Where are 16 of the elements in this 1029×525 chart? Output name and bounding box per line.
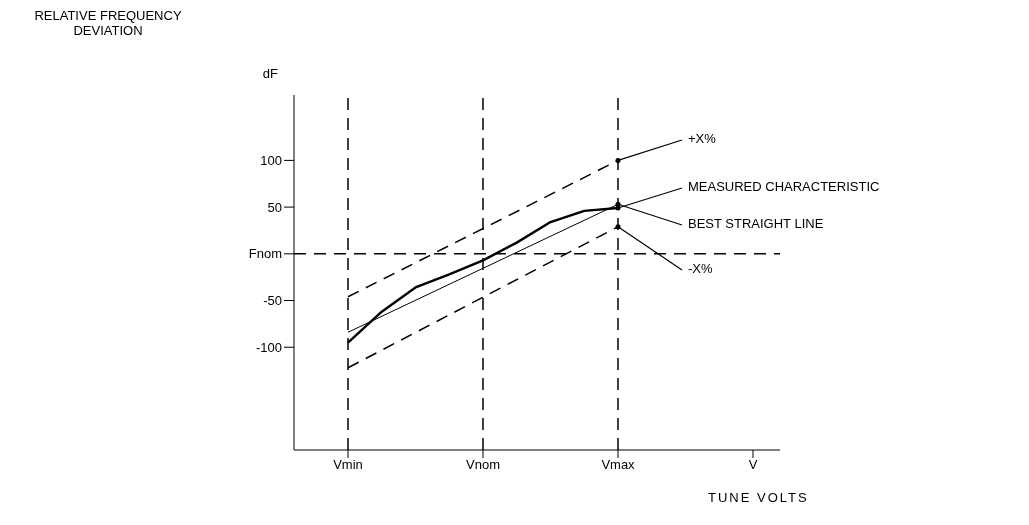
text: RELATIVE FREQUENCY DEVIATION bbox=[33, 8, 183, 38]
annotation: MEASURED CHARACTERISTIC bbox=[688, 179, 880, 195]
annotation: +X% bbox=[688, 131, 717, 147]
x-tick-label: Vnom bbox=[466, 457, 500, 473]
x-tick-label: Vmin bbox=[333, 457, 363, 473]
y-tick-label: 100 bbox=[260, 153, 282, 169]
y-tick-label: -50 bbox=[263, 293, 282, 309]
x-tick-label: V bbox=[748, 457, 758, 473]
y-tick-label: Fnom bbox=[248, 246, 282, 262]
y-tick-label: -100 bbox=[255, 339, 282, 355]
x-axis-title: TUNE VOLTS bbox=[708, 490, 809, 505]
annotation: -X% bbox=[688, 261, 713, 277]
x-tick-label: Vmax bbox=[601, 457, 636, 473]
y-tick-label: 50 bbox=[267, 199, 282, 215]
text: dF bbox=[261, 66, 278, 81]
annotation: BEST STRAIGHT LINE bbox=[688, 216, 824, 232]
